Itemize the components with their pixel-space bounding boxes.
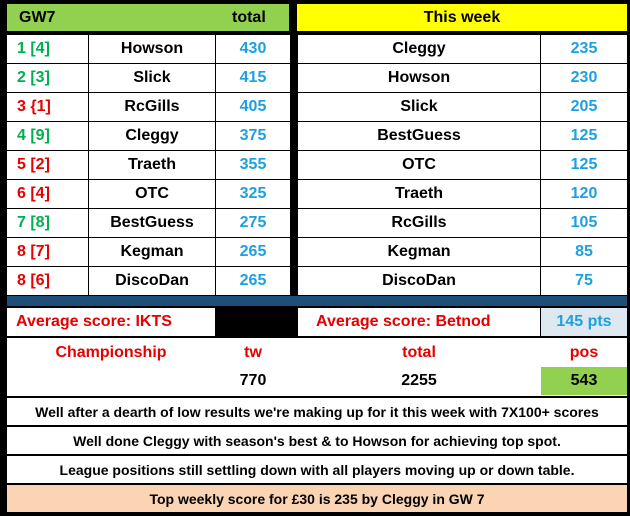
week-score: 235: [541, 35, 627, 63]
championship-pos-label: pos: [541, 339, 627, 367]
comment-line: Well done Cleggy with season's best & to…: [7, 427, 627, 454]
standing-player-name: BestGuess: [89, 209, 215, 237]
total-column-label: total: [232, 8, 266, 26]
championship-tw-label: tw: [216, 339, 290, 367]
standing-total-score: 325: [216, 180, 290, 208]
standing-total-score: 355: [216, 151, 290, 179]
average-betnod-value: 145 pts: [541, 308, 627, 336]
comment-line: Well after a dearth of low results we're…: [7, 398, 627, 425]
average-betnod-label: Average score: Betnod: [298, 308, 540, 336]
standing-total-score: 275: [216, 209, 290, 237]
standing-position: 8 [7]: [7, 238, 88, 266]
standing-player-name: Kegman: [89, 238, 215, 266]
week-player-name: Cleggy: [298, 35, 540, 63]
this-week-label: This week: [423, 8, 501, 26]
standing-player-name: OTC: [89, 180, 215, 208]
week-score: 85: [541, 238, 627, 266]
week-score: 125: [541, 122, 627, 150]
championship-label: Championship: [7, 339, 215, 367]
standing-total-score: 430: [216, 35, 290, 63]
week-score: 125: [541, 151, 627, 179]
standing-total-score: 415: [216, 64, 290, 92]
standing-total-score: 265: [216, 238, 290, 266]
standing-position: 8 [6]: [7, 267, 88, 295]
standing-player-name: Cleggy: [89, 122, 215, 150]
footer-banner: Top weekly score for £30 is 235 by Clegg…: [7, 485, 627, 512]
standing-position: 5 [2]: [7, 151, 88, 179]
week-score: 120: [541, 180, 627, 208]
week-player-name: DiscoDan: [298, 267, 540, 295]
week-score: 205: [541, 93, 627, 121]
week-player-name: Howson: [298, 64, 540, 92]
week-player-name: Traeth: [298, 180, 540, 208]
week-player-name: Slick: [298, 93, 540, 121]
standing-total-score: 405: [216, 93, 290, 121]
right-header: This week: [297, 4, 627, 31]
comment-line: League positions still settling down wit…: [7, 456, 627, 483]
average-ikts-value: [216, 308, 290, 336]
standing-position: 7 [8]: [7, 209, 88, 237]
championship-total-label: total: [298, 339, 540, 367]
week-score: 230: [541, 64, 627, 92]
section-divider: [7, 296, 627, 306]
standing-position: 2 [3]: [7, 64, 88, 92]
average-ikts-label: Average score: IKTS: [7, 308, 215, 336]
standing-position: 6 [4]: [7, 180, 88, 208]
standing-total-score: 265: [216, 267, 290, 295]
week-score: 75: [541, 267, 627, 295]
standing-player-name: Slick: [89, 64, 215, 92]
championship-tw-value: 770: [216, 367, 290, 395]
standing-total-score: 375: [216, 122, 290, 150]
week-player-name: BestGuess: [298, 122, 540, 150]
standing-player-name: Howson: [89, 35, 215, 63]
championship-total-value: 2255: [298, 367, 540, 395]
standing-player-name: RcGills: [89, 93, 215, 121]
week-player-name: Kegman: [298, 238, 540, 266]
left-header: GW7 total: [7, 4, 289, 31]
standing-position: 1 [4]: [7, 35, 88, 63]
standing-position: 3 {1]: [7, 93, 88, 121]
week-player-name: RcGills: [298, 209, 540, 237]
standing-player-name: DiscoDan: [89, 267, 215, 295]
gameweek-label: GW7: [19, 8, 56, 26]
week-score: 105: [541, 209, 627, 237]
week-player-name: OTC: [298, 151, 540, 179]
standing-position: 4 [9]: [7, 122, 88, 150]
championship-pos-value: 543: [541, 367, 627, 395]
standing-player-name: Traeth: [89, 151, 215, 179]
